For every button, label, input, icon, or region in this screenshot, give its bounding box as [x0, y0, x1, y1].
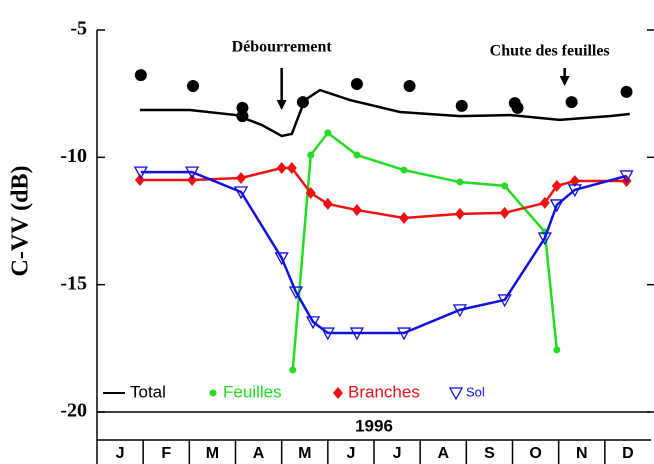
marker: [324, 129, 332, 137]
marker: [305, 316, 321, 330]
marker: [454, 207, 465, 220]
legend-label: Total: [130, 382, 166, 401]
marker: [399, 211, 410, 224]
marker: [537, 232, 552, 246]
marker: [499, 206, 510, 219]
legend-swatch: [209, 389, 217, 397]
x-tick-label: J: [116, 445, 125, 462]
marker: [619, 170, 634, 184]
legend-label: Branches: [348, 382, 420, 401]
marker: [353, 151, 361, 159]
marker: [187, 173, 198, 186]
marker: [276, 162, 287, 175]
marker: [289, 366, 297, 374]
x-tick-label: A: [253, 445, 265, 462]
dot: [134, 69, 147, 82]
dot: [565, 96, 578, 109]
dot: [620, 85, 633, 98]
marker: [396, 327, 412, 341]
y-tick-label: -10: [60, 145, 87, 167]
y-tick-label: -20: [60, 400, 87, 422]
y-axis-label: C-VV (dB): [8, 166, 34, 277]
x-tick-label: M: [206, 445, 219, 462]
marker: [452, 304, 467, 318]
annotation: Débourrement: [232, 39, 333, 56]
x-tick-label: F: [161, 445, 171, 462]
marker: [233, 186, 249, 200]
marker: [569, 175, 580, 188]
series-line: [140, 170, 627, 335]
dot: [455, 99, 468, 112]
x-tick-label: O: [529, 445, 541, 462]
dot: [187, 80, 200, 93]
marker: [456, 178, 464, 186]
marker: [501, 182, 509, 190]
marker: [351, 204, 362, 217]
marker: [497, 294, 512, 308]
dot: [403, 80, 416, 93]
marker: [288, 286, 304, 300]
x-tick-label: S: [484, 445, 495, 462]
x-tick-label: D: [622, 445, 634, 462]
marker: [307, 151, 315, 159]
annotation-arrowhead: [276, 100, 287, 110]
x-tick-label: N: [576, 445, 588, 462]
x-tick-label: J: [393, 445, 402, 462]
legend-swatch: [448, 387, 464, 401]
dot: [350, 77, 363, 90]
marker: [286, 162, 297, 175]
annotation-arrowhead: [559, 76, 570, 86]
marker: [185, 166, 200, 180]
marker: [274, 252, 289, 266]
legend-label: Sol: [466, 384, 485, 399]
marker: [134, 173, 145, 186]
marker: [567, 184, 582, 198]
marker: [539, 196, 550, 209]
marker: [305, 186, 316, 199]
marker: [322, 197, 333, 210]
x-tick-label: J: [346, 445, 355, 462]
marker: [553, 346, 561, 354]
annotation: Chute des feuilles: [490, 43, 610, 60]
marker: [549, 199, 564, 213]
legend-swatch: [333, 387, 343, 399]
marker: [133, 166, 148, 180]
y-tick-label: -5: [70, 18, 87, 40]
marker: [551, 179, 562, 192]
legend-label: Feuilles: [223, 382, 282, 401]
marker: [320, 327, 335, 341]
marker: [349, 327, 365, 341]
x-tick-label: M: [298, 445, 311, 462]
x-tick-label: A: [437, 445, 449, 462]
series-line: [139, 88, 630, 138]
y-tick-label: -15: [60, 272, 87, 294]
dot: [511, 101, 524, 114]
marker: [400, 166, 408, 174]
marker: [236, 171, 247, 184]
year-label: 1996: [355, 416, 393, 435]
series-line: [291, 131, 559, 371]
